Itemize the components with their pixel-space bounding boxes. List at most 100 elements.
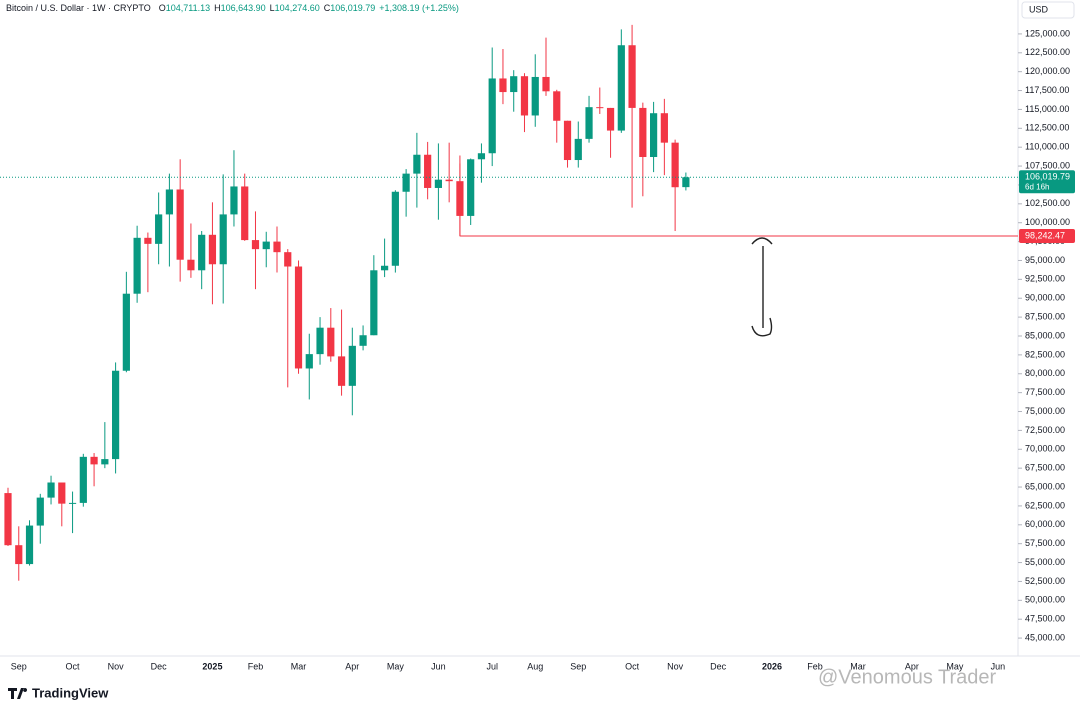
header: Bitcoin / U.S. Dollar · 1W · CRYPTO O104,…	[6, 3, 459, 13]
x-tick-label: May	[946, 661, 964, 671]
x-tick-label: 2025	[202, 661, 222, 671]
candle-body	[112, 370, 120, 460]
candle-body	[101, 459, 109, 465]
y-tick-label: 102,500.00	[1025, 198, 1070, 208]
x-tick-label: 2026	[762, 661, 782, 671]
y-tick-label: 122,500.00	[1025, 47, 1070, 57]
y-tick-label: 100,000.00	[1025, 217, 1070, 227]
candle-body	[36, 497, 44, 526]
candle-body	[58, 482, 66, 504]
candle-body	[4, 493, 12, 546]
ohlc-value: 104,274.60	[275, 3, 320, 13]
x-tick-label: Sep	[570, 661, 586, 671]
candle-body	[381, 265, 389, 271]
candle-body	[337, 356, 346, 386]
x-tick-label: Mar	[850, 661, 866, 671]
x-tick-label: Oct	[625, 661, 640, 671]
x-tick-label: Dec	[151, 661, 168, 671]
y-tick-label: 52,500.00	[1025, 576, 1065, 586]
candle-body	[477, 153, 486, 160]
candle-body	[413, 154, 421, 174]
tradingview-logo	[8, 688, 28, 699]
y-tick-label: 55,000.00	[1025, 557, 1065, 567]
y-tick-label: 115,000.00	[1025, 104, 1069, 114]
candle-body	[606, 107, 615, 131]
brand: TradingView	[32, 685, 109, 700]
y-tick-label: 50,000.00	[1025, 595, 1065, 605]
plot	[0, 24, 1018, 581]
countdown: 6d 16h	[1025, 182, 1049, 191]
y-tick-label: 62,500.00	[1025, 500, 1065, 510]
y-tick-label: 107,500.00	[1025, 160, 1070, 170]
candle-body	[122, 293, 130, 371]
ohlc-key: C	[324, 3, 331, 13]
x-tick-label: Apr	[345, 661, 359, 671]
candle-body	[219, 214, 227, 265]
candle-body	[434, 179, 442, 188]
candle-body	[682, 177, 690, 188]
x-tick-label: May	[387, 661, 405, 671]
currency-box[interactable]	[1021, 1, 1075, 19]
y-tick-label: 120,000.00	[1025, 66, 1070, 76]
candle-body	[467, 159, 475, 216]
candle-body	[79, 456, 87, 503]
candle-body	[133, 237, 141, 294]
candle-body	[531, 76, 539, 116]
x-tick-label: Jun	[431, 661, 446, 671]
candle-body	[15, 545, 23, 565]
x-tick-label: Feb	[807, 661, 823, 671]
candle-body	[187, 259, 195, 271]
candle-body	[671, 142, 679, 188]
candle-body	[660, 113, 668, 143]
candle-body	[542, 76, 550, 92]
candle-body	[499, 78, 507, 93]
candle-body	[241, 186, 249, 241]
candle-body	[251, 240, 260, 250]
y-tick-label: 112,500.00	[1025, 123, 1069, 133]
candle-body	[488, 78, 496, 154]
candle-body	[273, 241, 281, 253]
candle-body	[639, 107, 647, 158]
y-tick-label: 90,000.00	[1025, 293, 1065, 303]
change: +1,308.19 (+1.25%)	[379, 3, 459, 13]
candle-body	[574, 138, 582, 161]
y-tick-label: 117,500.00	[1025, 85, 1069, 95]
candle-body	[617, 45, 625, 131]
y-tick-label: 87,500.00	[1025, 311, 1065, 321]
candle-body	[650, 113, 658, 158]
last-price-tag	[1019, 170, 1075, 194]
candle-body	[348, 345, 356, 386]
x-tick-label: Sep	[11, 661, 27, 671]
y-tick-label: 65,000.00	[1025, 481, 1065, 491]
candle-body	[68, 502, 77, 504]
level-tag	[1019, 228, 1075, 243]
y-tick-label: 60,000.00	[1025, 519, 1065, 529]
candle-body	[176, 189, 184, 260]
ohlc-value: 106,019.79	[330, 3, 375, 13]
watermark: @Venomous Trader	[818, 666, 997, 688]
x-tick-label: Apr	[905, 661, 919, 671]
candle-body	[230, 186, 238, 215]
ohlc: O104,711.13 H106,643.90 L104,274.60 C106,01…	[159, 3, 376, 13]
candle-body	[198, 234, 206, 271]
symbol: Bitcoin / U.S. Dollar · 1W · CRYPTO	[6, 3, 151, 13]
x-tick-label: Oct	[66, 661, 81, 671]
y-tick-label: 72,500.00	[1025, 425, 1065, 435]
candle-body	[424, 154, 432, 188]
candle-body	[144, 237, 152, 244]
candle-body	[370, 270, 378, 336]
x-tick-label: Jun	[991, 661, 1006, 671]
candle-body	[585, 107, 593, 139]
candle-body	[90, 456, 98, 465]
x-tick-label: Nov	[667, 661, 684, 671]
x-tick-label: Mar	[291, 661, 307, 671]
x-tick-label: Feb	[248, 661, 264, 671]
x-tick-label: Jul	[486, 661, 498, 671]
candle-body	[628, 45, 636, 108]
y-tick-label: 45,000.00	[1025, 632, 1065, 642]
y-tick-label: 125,000.00	[1025, 28, 1070, 38]
y-tick-label: 70,000.00	[1025, 444, 1065, 454]
candle-body	[294, 266, 303, 369]
y-tick-label: 92,500.00	[1025, 274, 1065, 284]
